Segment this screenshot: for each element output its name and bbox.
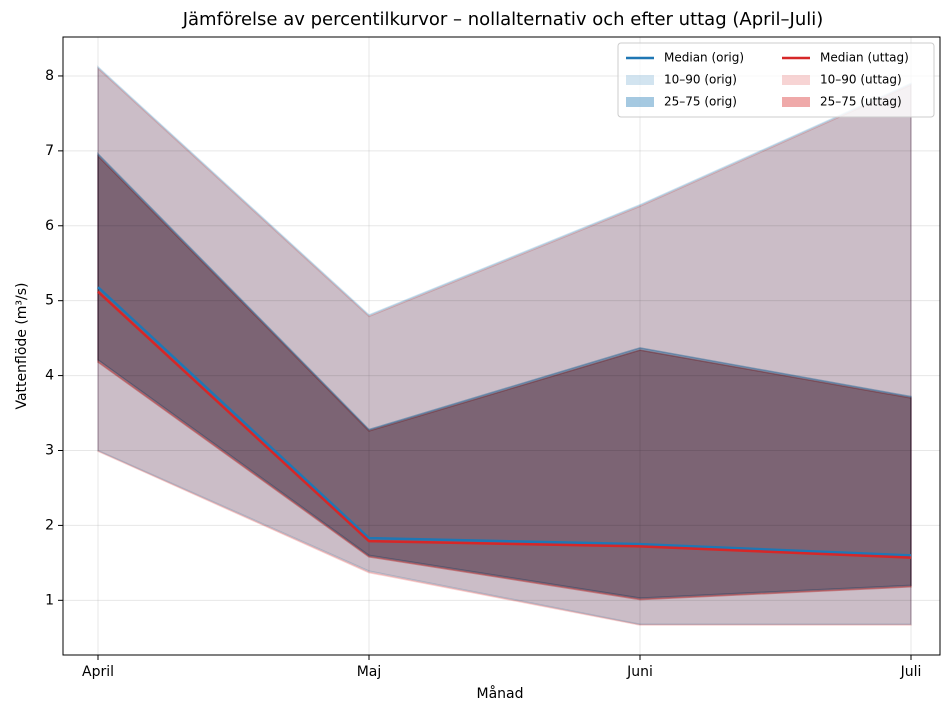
y-tick-label: 4	[45, 368, 54, 384]
median-line	[97, 286, 912, 557]
chart-title: Jämförelse av percentilkurvor – nollalte…	[182, 9, 824, 30]
x-tick-label: Juni	[626, 664, 653, 680]
legend-label: Median (uttag)	[820, 51, 909, 65]
plot-area	[97, 65, 912, 626]
y-tick-label: 6	[45, 218, 54, 234]
legend-swatch	[626, 97, 654, 107]
x-axis-label: Månad	[477, 685, 524, 702]
axes-frame	[62, 36, 941, 656]
y-tick-label: 1	[45, 592, 54, 608]
legend-label: 25–75 (orig)	[664, 95, 737, 109]
median-line	[97, 290, 912, 559]
axes: 1 2 3 4 5 6 7 8 April Maj Juni Juli	[45, 68, 921, 680]
y-tick-label: 7	[45, 143, 54, 159]
percentile-band	[97, 154, 912, 601]
legend-label: 10–90 (uttag)	[820, 73, 902, 87]
x-tick-label: April	[82, 664, 114, 680]
x-tick-label: Maj	[357, 664, 382, 680]
legend-label: Median (orig)	[664, 51, 744, 65]
legend-label: 10–90 (orig)	[664, 73, 737, 87]
y-axis-label: Vattenflöde (m³/s)	[14, 282, 30, 409]
legend-swatch	[626, 75, 654, 85]
y-tick-label: 2	[45, 517, 54, 533]
y-tick-label: 5	[45, 293, 54, 309]
legend-swatch	[782, 97, 810, 107]
x-tick-label: Juli	[900, 664, 922, 680]
y-tick-label: 3	[45, 442, 54, 458]
legend: Median (orig) 10–90 (orig) 25–75 (orig) Med…	[617, 42, 935, 118]
legend-box	[617, 42, 935, 118]
legend-swatch	[782, 75, 810, 85]
y-tick-label: 8	[45, 68, 54, 84]
legend-label: 25–75 (uttag)	[820, 95, 902, 109]
